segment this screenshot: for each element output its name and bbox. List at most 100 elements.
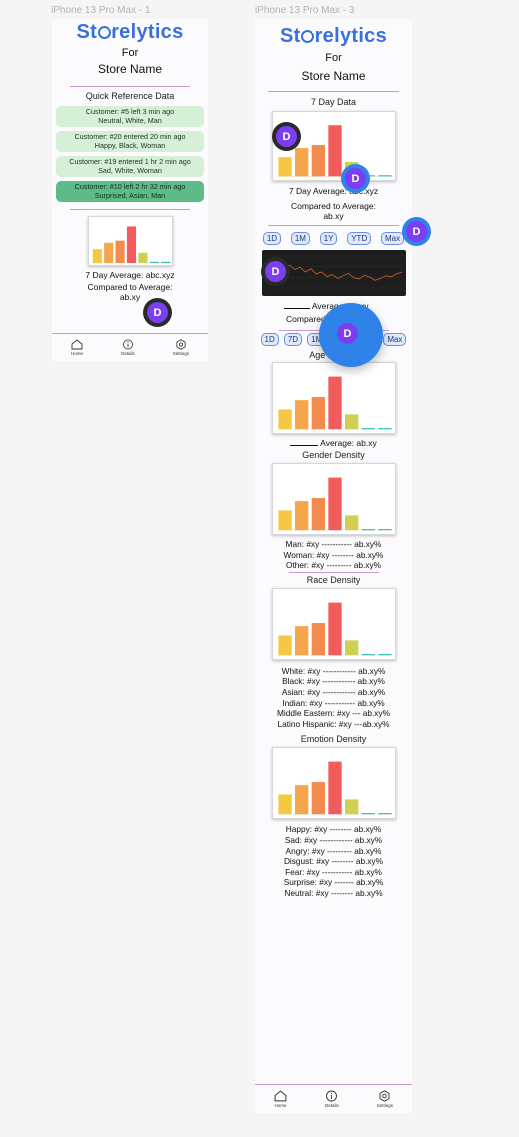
range-button-7d[interactable]: 7D	[283, 333, 303, 346]
line-chart-svg	[267, 255, 402, 289]
seven-day-bar-chart[interactable]	[271, 111, 396, 181]
bar-5	[361, 653, 375, 656]
bar-3	[327, 602, 342, 656]
bar-0	[277, 409, 292, 430]
collaborator-avatar[interactable]: D	[276, 126, 297, 147]
gender-density-chart[interactable]	[271, 463, 396, 535]
event-attributes: Happy, Black, Woman	[94, 140, 166, 150]
tab-details[interactable]: Details	[121, 339, 135, 356]
bar-4	[344, 515, 358, 531]
home-icon	[274, 1090, 287, 1102]
bar-0	[277, 635, 292, 656]
bar-1	[103, 242, 113, 263]
series-line	[267, 264, 402, 281]
bar-2	[311, 498, 325, 531]
tab-home[interactable]: Home	[274, 1090, 287, 1108]
event-line: Customer: #19 entered 1 hr 2 min ago	[69, 157, 191, 166]
bar-3	[327, 376, 342, 430]
bar-chart-svg	[276, 125, 393, 177]
bar-6	[160, 261, 170, 263]
event-attributes: Neutral, White, Man	[98, 115, 162, 125]
collaborator-avatar[interactable]: D	[406, 221, 427, 242]
compared-value: ab.xy	[323, 211, 344, 221]
seven-day-average: 7 Day Average: abc.xyz	[85, 270, 175, 280]
event-attributes: Surprised, Asian, Man	[94, 190, 166, 200]
collaborator-avatar[interactable]: D	[265, 261, 286, 282]
collaborator-avatar[interactable]: D	[337, 323, 358, 344]
bar-5	[361, 175, 375, 177]
bar-0	[277, 794, 292, 815]
bar-chart-svg	[91, 226, 171, 264]
store-name: Store Name	[301, 69, 366, 83]
range-button-1y[interactable]: 1Y	[319, 232, 338, 245]
home-icon	[71, 339, 83, 350]
tab-settings[interactable]: Settings	[173, 339, 189, 356]
bar-5	[149, 261, 159, 263]
range-button-max[interactable]: Max	[380, 232, 405, 245]
frame-label-right: iPhone 13 Pro Max - 3	[255, 5, 355, 16]
seven-day-bar-chart[interactable]	[87, 216, 173, 266]
tab-settings[interactable]: Settings	[377, 1090, 393, 1108]
emotion-density-chart[interactable]	[271, 747, 396, 820]
event-line: Customer: #10 left 2 hr 32 min ago	[74, 182, 186, 191]
bar-6	[377, 175, 392, 177]
info-icon	[122, 339, 133, 350]
range-selector-a: 1D 1M 1Y YTD Max	[255, 232, 412, 245]
age-density-chart[interactable]	[271, 362, 396, 434]
gear-icon	[176, 339, 186, 350]
app-logo: St relytics	[76, 21, 184, 43]
gender-row: Other: #xy --------- ab.xy%	[286, 560, 381, 571]
quick-reference-card[interactable]: Customer: #10 left 2 hr 32 min ago Surpri…	[56, 181, 204, 202]
emotion-row: Surprise: #xy ------- ab.xy%	[283, 877, 384, 888]
range-button-1m[interactable]: 1M	[290, 232, 310, 245]
range-button-1d[interactable]: 1D	[262, 232, 282, 245]
bar-6	[377, 428, 392, 430]
seven-day-title: 7 Day Data	[310, 97, 357, 107]
for-label: For	[325, 52, 342, 64]
tab-details[interactable]: Details	[325, 1090, 339, 1108]
race-density-chart[interactable]	[271, 587, 396, 660]
bar-5	[361, 813, 375, 815]
collaborator-avatar[interactable]: D	[345, 168, 366, 189]
logo-o-ring	[301, 29, 317, 43]
compared-value: ab.xy	[119, 292, 141, 302]
bar-4	[344, 799, 358, 815]
bar-4	[344, 414, 358, 430]
bar-chart-svg	[276, 376, 393, 430]
divider	[268, 91, 399, 92]
age-average: Average: ab.xy	[255, 438, 412, 448]
line-compared: Compared to	[286, 314, 336, 324]
bar-0	[277, 157, 292, 177]
tab-home[interactable]: Home	[71, 339, 83, 356]
quick-reference-card[interactable]: Customer: #19 entered 1 hr 2 min ago Sad,…	[56, 156, 204, 177]
event-attributes: Sad, White, Woman	[98, 165, 162, 175]
tab-home-label: Home	[274, 1103, 287, 1108]
quick-reference-title: Quick Reference Data	[85, 91, 175, 101]
event-line: Customer: #5 left 3 min ago	[85, 107, 175, 116]
gender-row: Woman: #xy -------- ab.xy%	[283, 549, 384, 560]
collaborator-avatar[interactable]: D	[147, 302, 168, 323]
race-row: White: #xy ------------ ab.xy%	[281, 665, 386, 676]
divider	[70, 86, 190, 87]
quick-reference-card[interactable]: Customer: #20 entered 20 min ago Happy, B…	[56, 131, 204, 152]
range-button-1d[interactable]: 1D	[260, 333, 279, 346]
home-screen: St relytics For Store Name Quick Referenc…	[52, 19, 208, 361]
frame-label-left: iPhone 13 Pro Max - 1	[51, 5, 151, 16]
range-button-max[interactable]: Max	[383, 333, 407, 346]
store-name: Store Name	[97, 62, 163, 76]
quick-reference-card[interactable]: Customer: #5 left 3 min ago Neutral, Whit…	[56, 106, 204, 127]
race-row: Indian: #xy ----------- ab.xy%	[282, 697, 385, 708]
tab-bar: Home Details Settings	[52, 333, 208, 361]
event-line: Customer: #20 entered 20 min ago	[74, 132, 186, 141]
emotion-row: Happy: #xy -------- ab.xy%	[285, 824, 382, 835]
race-breakdown: White: #xy ------------ ab.xy% Black: #xy…	[255, 666, 412, 730]
range-button-ytd[interactable]: YTD	[347, 232, 372, 245]
bar-3	[327, 477, 342, 531]
bar-1	[294, 400, 308, 430]
gender-breakdown: Man: #xy ----------- ab.xy% Woman: #xy --…	[255, 539, 412, 571]
logo-o-ring	[97, 25, 113, 39]
bar-6	[377, 813, 392, 815]
bar-2	[115, 240, 125, 263]
race-density-title: Race Density	[306, 574, 361, 585]
divider	[70, 209, 190, 210]
